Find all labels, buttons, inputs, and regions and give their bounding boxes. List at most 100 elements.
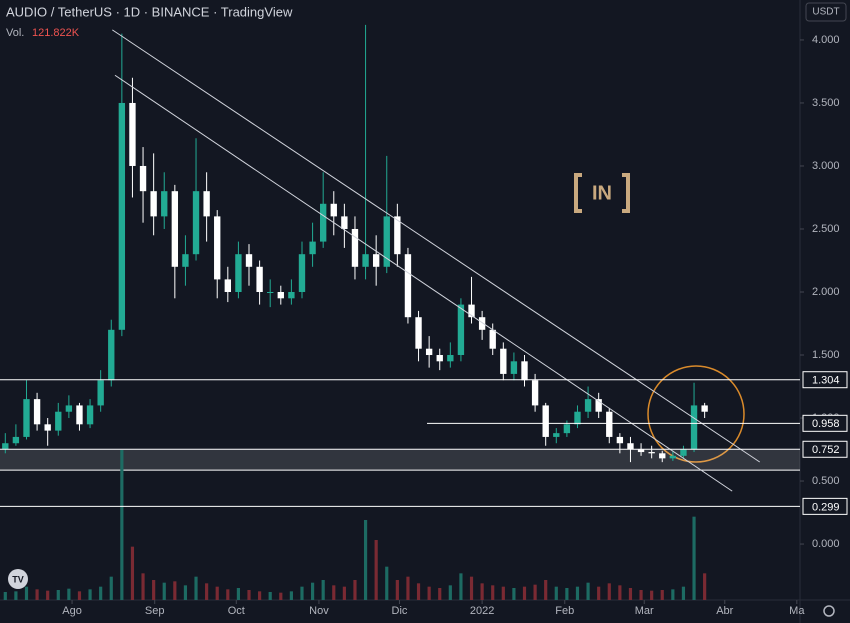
volume-bar (152, 580, 156, 600)
level-label: 0.299 (812, 501, 840, 513)
volume-bar (544, 580, 548, 600)
candle-body (214, 216, 221, 280)
volume-bar (554, 586, 558, 600)
volume-bar (24, 586, 29, 600)
x-tick-label: Dic (392, 605, 408, 617)
candle-body (680, 449, 687, 456)
volume-bar (289, 591, 293, 600)
level-label: 1.304 (812, 375, 840, 387)
candle-body (161, 191, 168, 217)
candle-body (33, 399, 41, 425)
candle-body (65, 405, 73, 412)
candle-body (341, 216, 348, 229)
volume-bar (99, 586, 103, 600)
volume-bar (575, 586, 580, 600)
volume-bar (480, 583, 484, 600)
volume-bar (533, 584, 537, 600)
level-label-box (802, 414, 848, 432)
candle-body (192, 191, 200, 255)
candle-body (182, 254, 189, 267)
highlight-circle (647, 365, 745, 463)
volume-bar (162, 582, 166, 600)
candle-body (669, 455, 677, 459)
candle-body (595, 399, 602, 412)
volume-bar (226, 589, 230, 600)
candle-body (351, 228, 359, 267)
level-label: 0.752 (812, 444, 840, 456)
candle-body (542, 405, 549, 437)
volume-bar (46, 590, 50, 600)
y-tick-label: 1.500 (812, 349, 840, 361)
y-tick-label: 2.000 (812, 286, 840, 298)
volume-bar (448, 585, 452, 600)
volume-bar (353, 580, 357, 600)
candle-body (330, 203, 337, 217)
chart-title: AUDIO / TetherUS · 1D · BINANCE · Tradin… (6, 4, 293, 19)
volume-bar (77, 591, 82, 600)
candle-body (44, 424, 51, 431)
currency-button[interactable] (805, 2, 847, 22)
x-tick-label: Sep (145, 605, 165, 617)
candle-body (171, 191, 179, 267)
level-label-box (802, 497, 848, 515)
candle-body (55, 411, 62, 431)
candle-body (23, 399, 30, 437)
candle-body (436, 355, 443, 362)
volume-bar (459, 573, 463, 600)
x-tick-label: Ma (789, 605, 805, 617)
volume-bar (639, 590, 643, 600)
candle-body (584, 399, 592, 412)
candle-body (97, 380, 104, 406)
volume-bar (310, 582, 315, 600)
volume-bar (385, 566, 389, 600)
volume-bar (703, 573, 707, 600)
level-label: 0.958 (812, 418, 840, 430)
volume-bar (35, 589, 39, 600)
candle-body (521, 361, 528, 381)
candle-body (235, 254, 242, 292)
candle-body (690, 405, 698, 450)
candle-body (425, 348, 433, 356)
volume-bar (109, 576, 113, 600)
volume-bar (469, 576, 474, 600)
volume-bar (141, 573, 145, 600)
volume-bar (120, 450, 124, 600)
volume-bar (416, 583, 421, 600)
candle-body (637, 449, 645, 453)
candle-body (394, 216, 401, 255)
candle-body (510, 361, 518, 374)
trend-line (112, 29, 761, 463)
candle-body (531, 380, 539, 406)
candle-body (362, 254, 369, 267)
tradingview-logo: TV (8, 569, 28, 589)
candle-body (627, 443, 634, 450)
candle-body (150, 191, 157, 217)
volume-bar (597, 586, 601, 600)
candle-body (320, 203, 327, 242)
candle-body (606, 411, 613, 437)
volume-bar (56, 590, 60, 600)
volume-bar (501, 586, 505, 600)
volume-bar (660, 590, 664, 600)
x-tick-label: Nov (309, 605, 329, 617)
candle-body (415, 317, 422, 349)
volume-bar (321, 580, 325, 600)
volume-bar (395, 580, 399, 600)
volume-bar (194, 576, 198, 600)
candle-body (277, 291, 284, 299)
candle-body (245, 254, 253, 267)
candle-body (616, 436, 624, 444)
candle-body (118, 102, 126, 330)
level-label-box (802, 371, 848, 389)
volume-bar (607, 583, 611, 600)
candle-body (76, 405, 83, 425)
currency[interactable]: USDT (812, 7, 839, 18)
volume-bar (300, 586, 304, 600)
volume-bar (374, 540, 378, 600)
volume-bar (279, 592, 283, 600)
candle-body (701, 405, 708, 412)
candle-body (267, 291, 274, 293)
settings-icon[interactable] (823, 605, 835, 617)
